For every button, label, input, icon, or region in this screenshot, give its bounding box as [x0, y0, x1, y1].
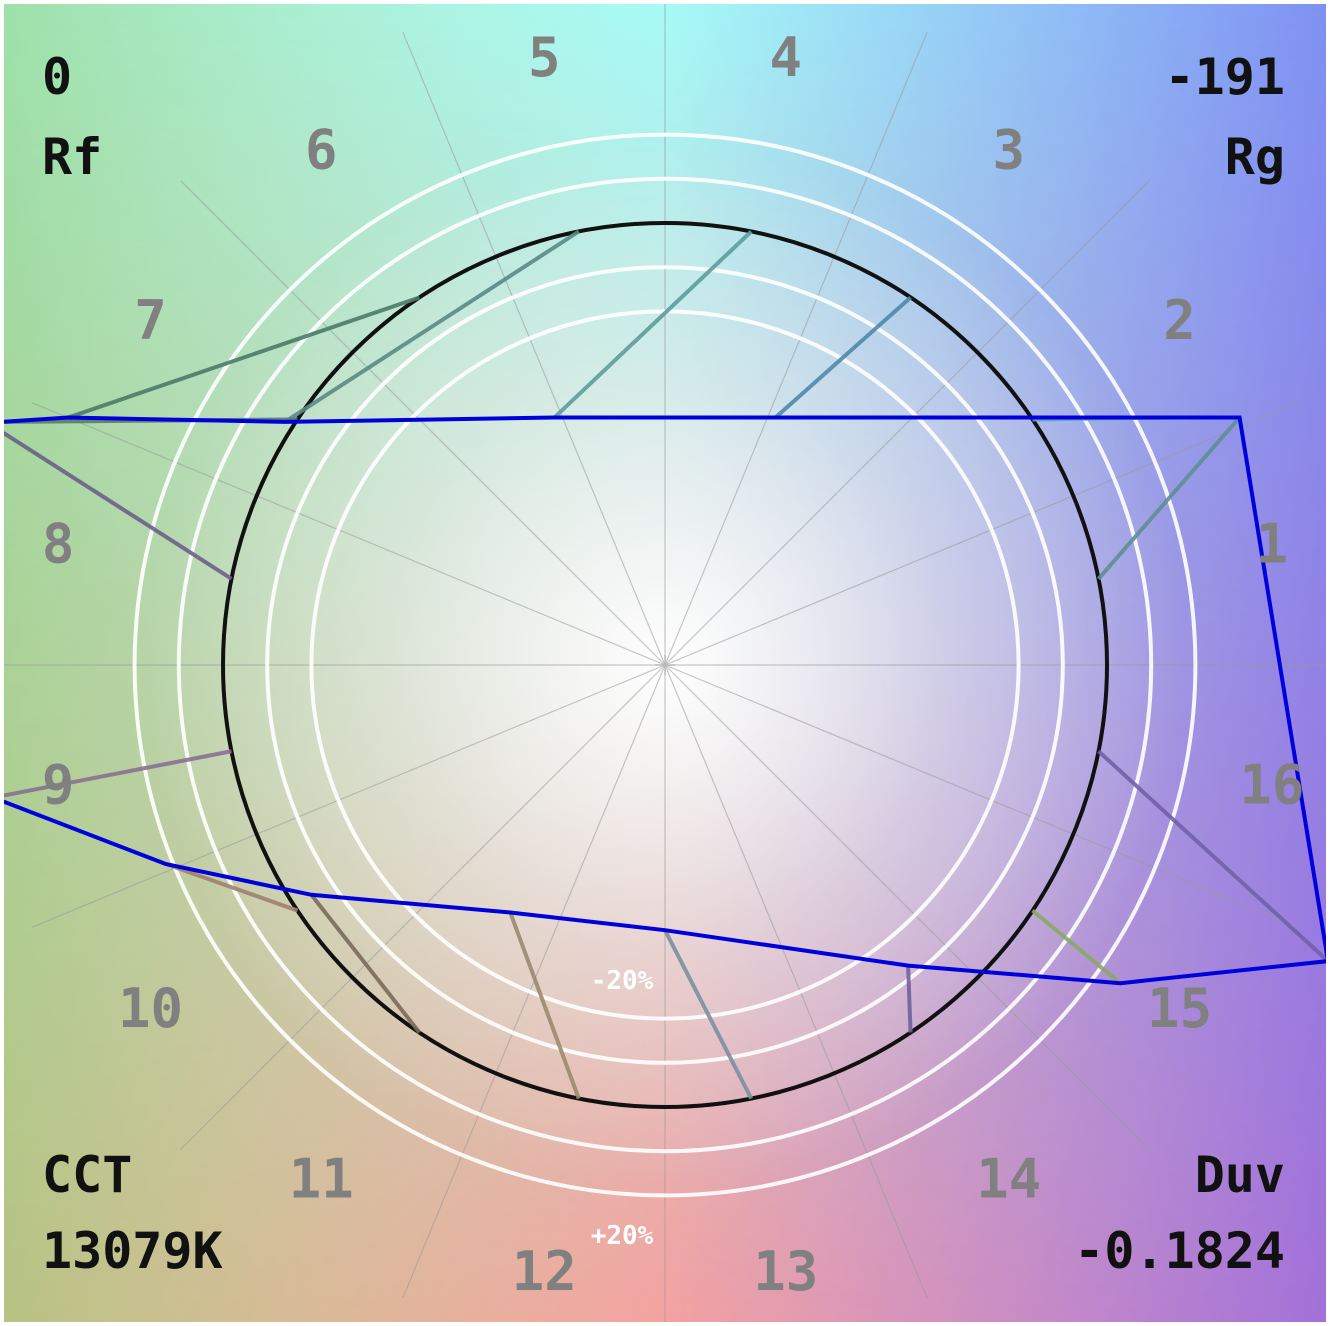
vector-bin-5 — [283, 229, 580, 424]
hue-bin-label-11: 11 — [289, 1148, 354, 1211]
duv-label: Duv — [1195, 1146, 1285, 1204]
rg-label: Rg — [1225, 128, 1285, 186]
percentage-rings — [132, 132, 1198, 1198]
duv-value: -0.1824 — [1074, 1222, 1285, 1280]
ring-plus10 — [176, 176, 1154, 1154]
hue-bin-label-14: 14 — [976, 1148, 1041, 1211]
reference-circle — [221, 221, 1109, 1109]
ring-label-inner: -20% — [591, 966, 654, 996]
hue-bin-label-15: 15 — [1147, 977, 1212, 1040]
hue-bin-label-9: 9 — [42, 754, 75, 817]
hue-bin-label-16: 16 — [1239, 754, 1304, 817]
bin-spoke — [180, 180, 666, 666]
ring-label-outer: +20% — [591, 1221, 654, 1251]
test-source-outline — [4, 415, 1326, 986]
center-marker — [655, 655, 675, 675]
rg-value: -191 — [1165, 48, 1285, 106]
bin-spoke — [664, 31, 928, 666]
hue-shift-vectors — [4, 229, 1326, 1100]
ring-minus10 — [265, 265, 1065, 1065]
vector-bin-4 — [553, 230, 753, 419]
bin-spoke — [664, 664, 1299, 928]
bin-spoke — [664, 402, 1299, 666]
vector-bin-13 — [663, 929, 754, 1100]
hue-bin-label-6: 6 — [305, 118, 338, 181]
vector-bin-14 — [906, 965, 913, 1033]
ring-plus20 — [132, 132, 1198, 1198]
vector-bin-15 — [1031, 909, 1122, 985]
bin-spoke — [664, 664, 928, 1299]
hue-bin-label-2: 2 — [1163, 289, 1196, 352]
hue-bin-label-5: 5 — [528, 26, 561, 89]
cct-value: 13079K — [42, 1222, 223, 1280]
hue-bin-label-3: 3 — [993, 118, 1026, 181]
hue-bin-label-7: 7 — [134, 289, 167, 352]
hue-bin-label-10: 10 — [118, 977, 183, 1040]
bin-spoke — [180, 664, 666, 1150]
hue-bin-label-1: 1 — [1256, 512, 1289, 575]
vector-bin-11 — [309, 893, 422, 1034]
bin-spoke — [402, 31, 666, 666]
bin-spoke — [664, 664, 1150, 1150]
hue-bin-label-8: 8 — [42, 512, 75, 575]
hue-bin-label-13: 13 — [753, 1240, 818, 1303]
bin-spoke — [664, 180, 1150, 666]
vector-bin-9 — [4, 749, 232, 798]
vector-bin-3 — [774, 295, 912, 419]
cct-label: CCT — [42, 1146, 132, 1204]
vector-bin-16 — [1097, 749, 1326, 963]
vector-bin-8 — [4, 430, 233, 581]
rf-label: Rf — [42, 128, 102, 186]
vector-bin-12 — [508, 911, 581, 1100]
vector-bin-10 — [164, 862, 299, 913]
rf-value: 0 — [42, 48, 72, 106]
vector-bin-1 — [1097, 416, 1242, 581]
vector-bin-6 — [67, 295, 421, 420]
bin-spoke — [31, 664, 666, 928]
bin-spoke — [31, 402, 666, 666]
hue-bin-label-12: 12 — [512, 1240, 577, 1303]
hue-bin-label-4: 4 — [769, 26, 802, 89]
